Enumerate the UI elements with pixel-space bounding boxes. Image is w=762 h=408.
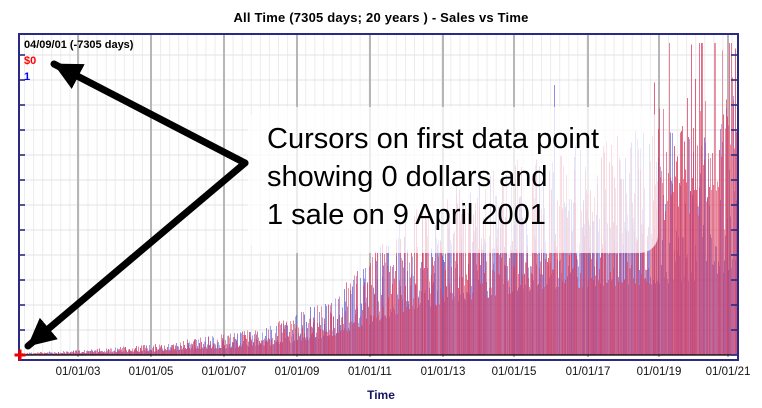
cursor-dollars-value: $0: [24, 55, 37, 67]
annotation-line: 1 sale on 9 April 2001: [267, 199, 546, 231]
cursor-date-value: 04/09/01 (-7305 days): [24, 39, 134, 51]
x-tick-label: 01/01/13: [420, 366, 466, 378]
x-tick-label: 01/01/11: [348, 366, 392, 378]
x-tick-label: 01/01/19: [636, 366, 682, 378]
x-tick-label: 01/01/21: [705, 366, 751, 378]
chart-title: All Time (7305 days; 20 years ) - Sales …: [233, 10, 529, 25]
annotation-line: showing 0 dollars and: [267, 161, 548, 193]
x-tick-label: 01/01/07: [201, 366, 247, 378]
x-tick-label: 01/01/03: [55, 366, 101, 378]
annotation-callout: Cursors on first data point showing 0 do…: [248, 107, 658, 253]
x-axis-labels: 01/01/03 01/01/05 01/01/07 01/01/09 01/01/11…: [0, 366, 762, 382]
x-tick-label: 01/01/17: [565, 366, 611, 378]
x-tick-label: 01/01/05: [128, 366, 174, 378]
x-tick-label: 01/01/09: [274, 366, 320, 378]
cursor-count-value: 1: [24, 71, 31, 83]
x-tick-label: 01/01/15: [491, 366, 537, 378]
annotation-line: Cursors on first data point: [267, 123, 600, 155]
x-axis-title: Time: [367, 388, 395, 402]
cursor-readout: 04/09/01 (-7305 days) $0 1: [24, 37, 133, 85]
